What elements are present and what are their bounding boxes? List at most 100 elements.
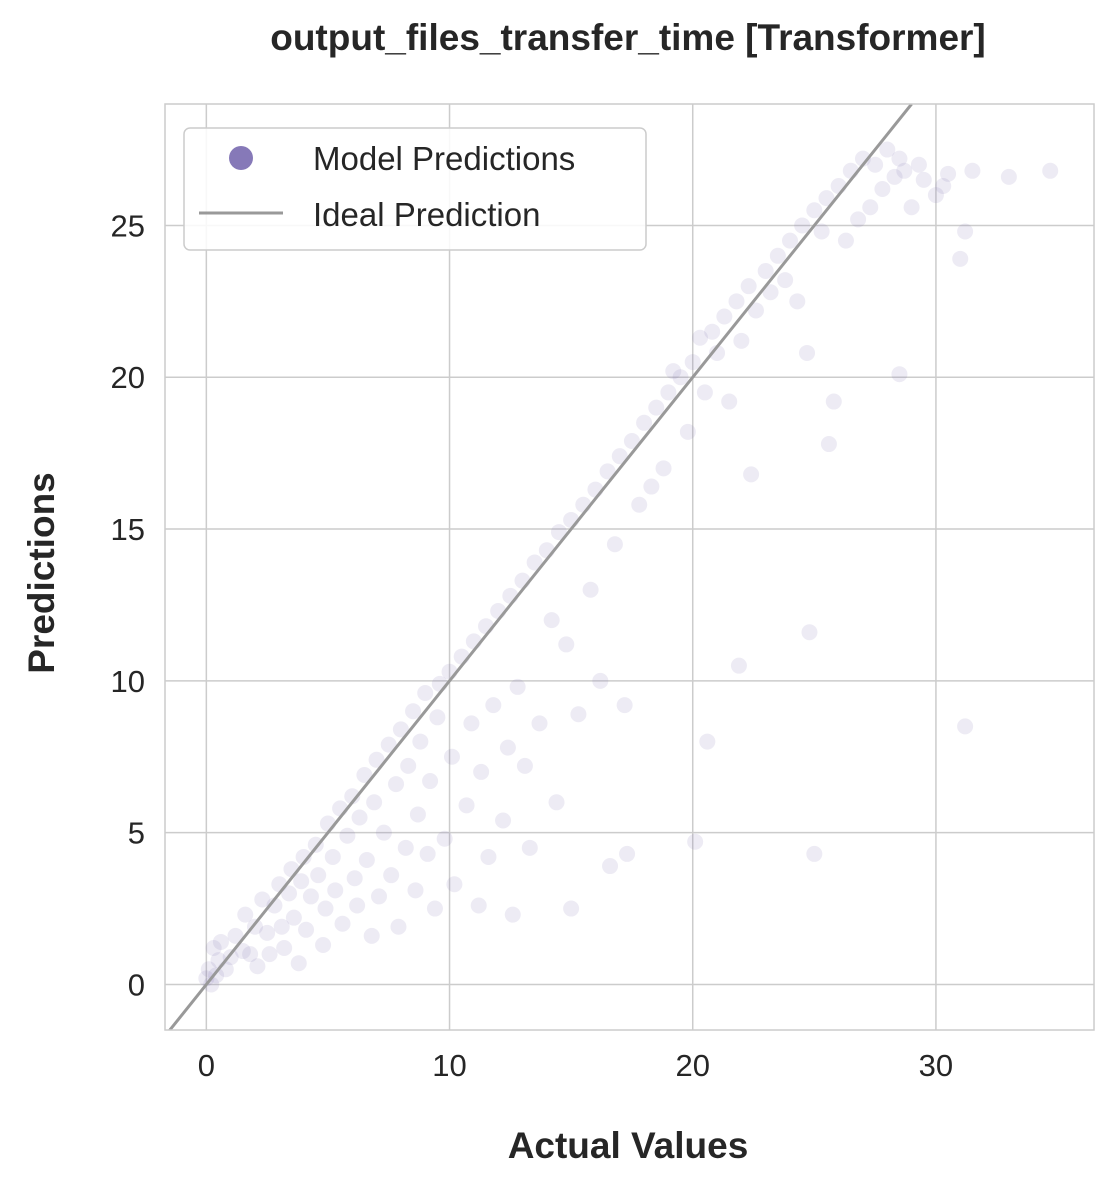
data-point xyxy=(400,757,417,774)
data-point xyxy=(422,773,439,790)
data-point xyxy=(550,524,567,541)
data-point xyxy=(777,272,794,289)
data-point xyxy=(259,924,276,941)
data-point xyxy=(339,827,356,844)
data-point xyxy=(392,721,409,738)
data-point xyxy=(344,788,361,805)
data-point xyxy=(903,199,920,216)
data-point xyxy=(672,369,689,386)
data-point xyxy=(801,624,818,641)
ideal-prediction-line xyxy=(167,104,913,1030)
data-point xyxy=(558,636,575,653)
data-point xyxy=(616,697,633,714)
data-point xyxy=(957,223,974,240)
data-point xyxy=(412,733,429,750)
data-point xyxy=(473,763,490,780)
ideal-line-series xyxy=(167,104,913,1030)
data-point xyxy=(679,423,696,440)
data-point xyxy=(436,830,453,847)
data-point xyxy=(709,344,726,361)
data-point xyxy=(648,399,665,416)
data-point xyxy=(896,162,913,179)
data-point xyxy=(762,284,779,301)
data-point xyxy=(371,888,388,905)
data-point xyxy=(227,927,244,944)
data-point xyxy=(543,612,560,629)
data-point xyxy=(818,190,835,207)
data-point xyxy=(655,460,672,477)
data-point xyxy=(315,936,332,953)
data-point xyxy=(351,809,368,826)
y-tick-label: 15 xyxy=(111,512,145,547)
y-axis-label: Predictions xyxy=(21,472,62,674)
data-point xyxy=(915,171,932,188)
data-point xyxy=(854,150,871,167)
data-point xyxy=(935,177,952,194)
data-point xyxy=(409,806,426,823)
data-point xyxy=(429,709,446,726)
data-point xyxy=(602,858,619,875)
chart-title: output_files_transfer_time [Transformer] xyxy=(270,17,986,58)
data-point xyxy=(850,211,867,228)
data-point xyxy=(388,776,405,793)
data-point xyxy=(380,736,397,753)
data-point xyxy=(200,961,217,978)
data-point xyxy=(721,393,738,410)
data-point xyxy=(368,751,385,768)
data-point xyxy=(485,697,502,714)
data-point xyxy=(733,332,750,349)
data-point xyxy=(397,839,414,856)
data-point xyxy=(692,329,709,346)
data-point xyxy=(592,672,609,689)
data-point xyxy=(458,797,475,814)
data-point xyxy=(446,876,463,893)
data-point xyxy=(825,393,842,410)
data-point xyxy=(611,448,628,465)
data-point xyxy=(643,478,660,495)
data-point xyxy=(548,794,565,811)
data-point xyxy=(740,278,757,295)
data-point xyxy=(480,848,497,865)
data-point xyxy=(198,970,215,987)
data-point xyxy=(806,845,823,862)
data-point xyxy=(324,848,341,865)
data-point xyxy=(747,302,764,319)
legend-box xyxy=(183,127,647,251)
data-point xyxy=(234,943,251,960)
data-point xyxy=(964,162,981,179)
data-point xyxy=(794,217,811,234)
data-point xyxy=(358,851,375,868)
data-point xyxy=(599,463,616,480)
data-point xyxy=(1000,168,1017,185)
x-tick-label: 30 xyxy=(919,1048,953,1083)
data-point xyxy=(636,414,653,431)
data-point xyxy=(927,187,944,204)
data-point xyxy=(687,833,704,850)
plot-frame xyxy=(164,103,1095,1031)
data-point xyxy=(582,581,599,598)
data-point xyxy=(867,156,884,173)
data-point xyxy=(266,897,283,914)
data-point xyxy=(874,181,891,198)
data-point xyxy=(327,882,344,899)
data-point xyxy=(302,888,319,905)
data-point xyxy=(417,684,434,701)
data-point xyxy=(310,867,327,884)
data-point xyxy=(334,915,351,932)
data-point xyxy=(495,812,512,829)
data-point xyxy=(203,976,220,993)
data-point xyxy=(298,921,315,938)
data-point xyxy=(891,366,908,383)
data-point xyxy=(293,873,310,890)
data-point xyxy=(684,354,701,371)
data-point xyxy=(699,733,716,750)
y-tick-label: 25 xyxy=(111,208,145,243)
legend: Model Predictions Ideal Prediction xyxy=(183,127,647,251)
data-point xyxy=(957,718,974,735)
data-point xyxy=(276,940,293,957)
data-point xyxy=(254,891,271,908)
y-tick-label: 0 xyxy=(128,967,145,1002)
data-point xyxy=(789,293,806,310)
y-tick-label: 5 xyxy=(128,816,145,851)
